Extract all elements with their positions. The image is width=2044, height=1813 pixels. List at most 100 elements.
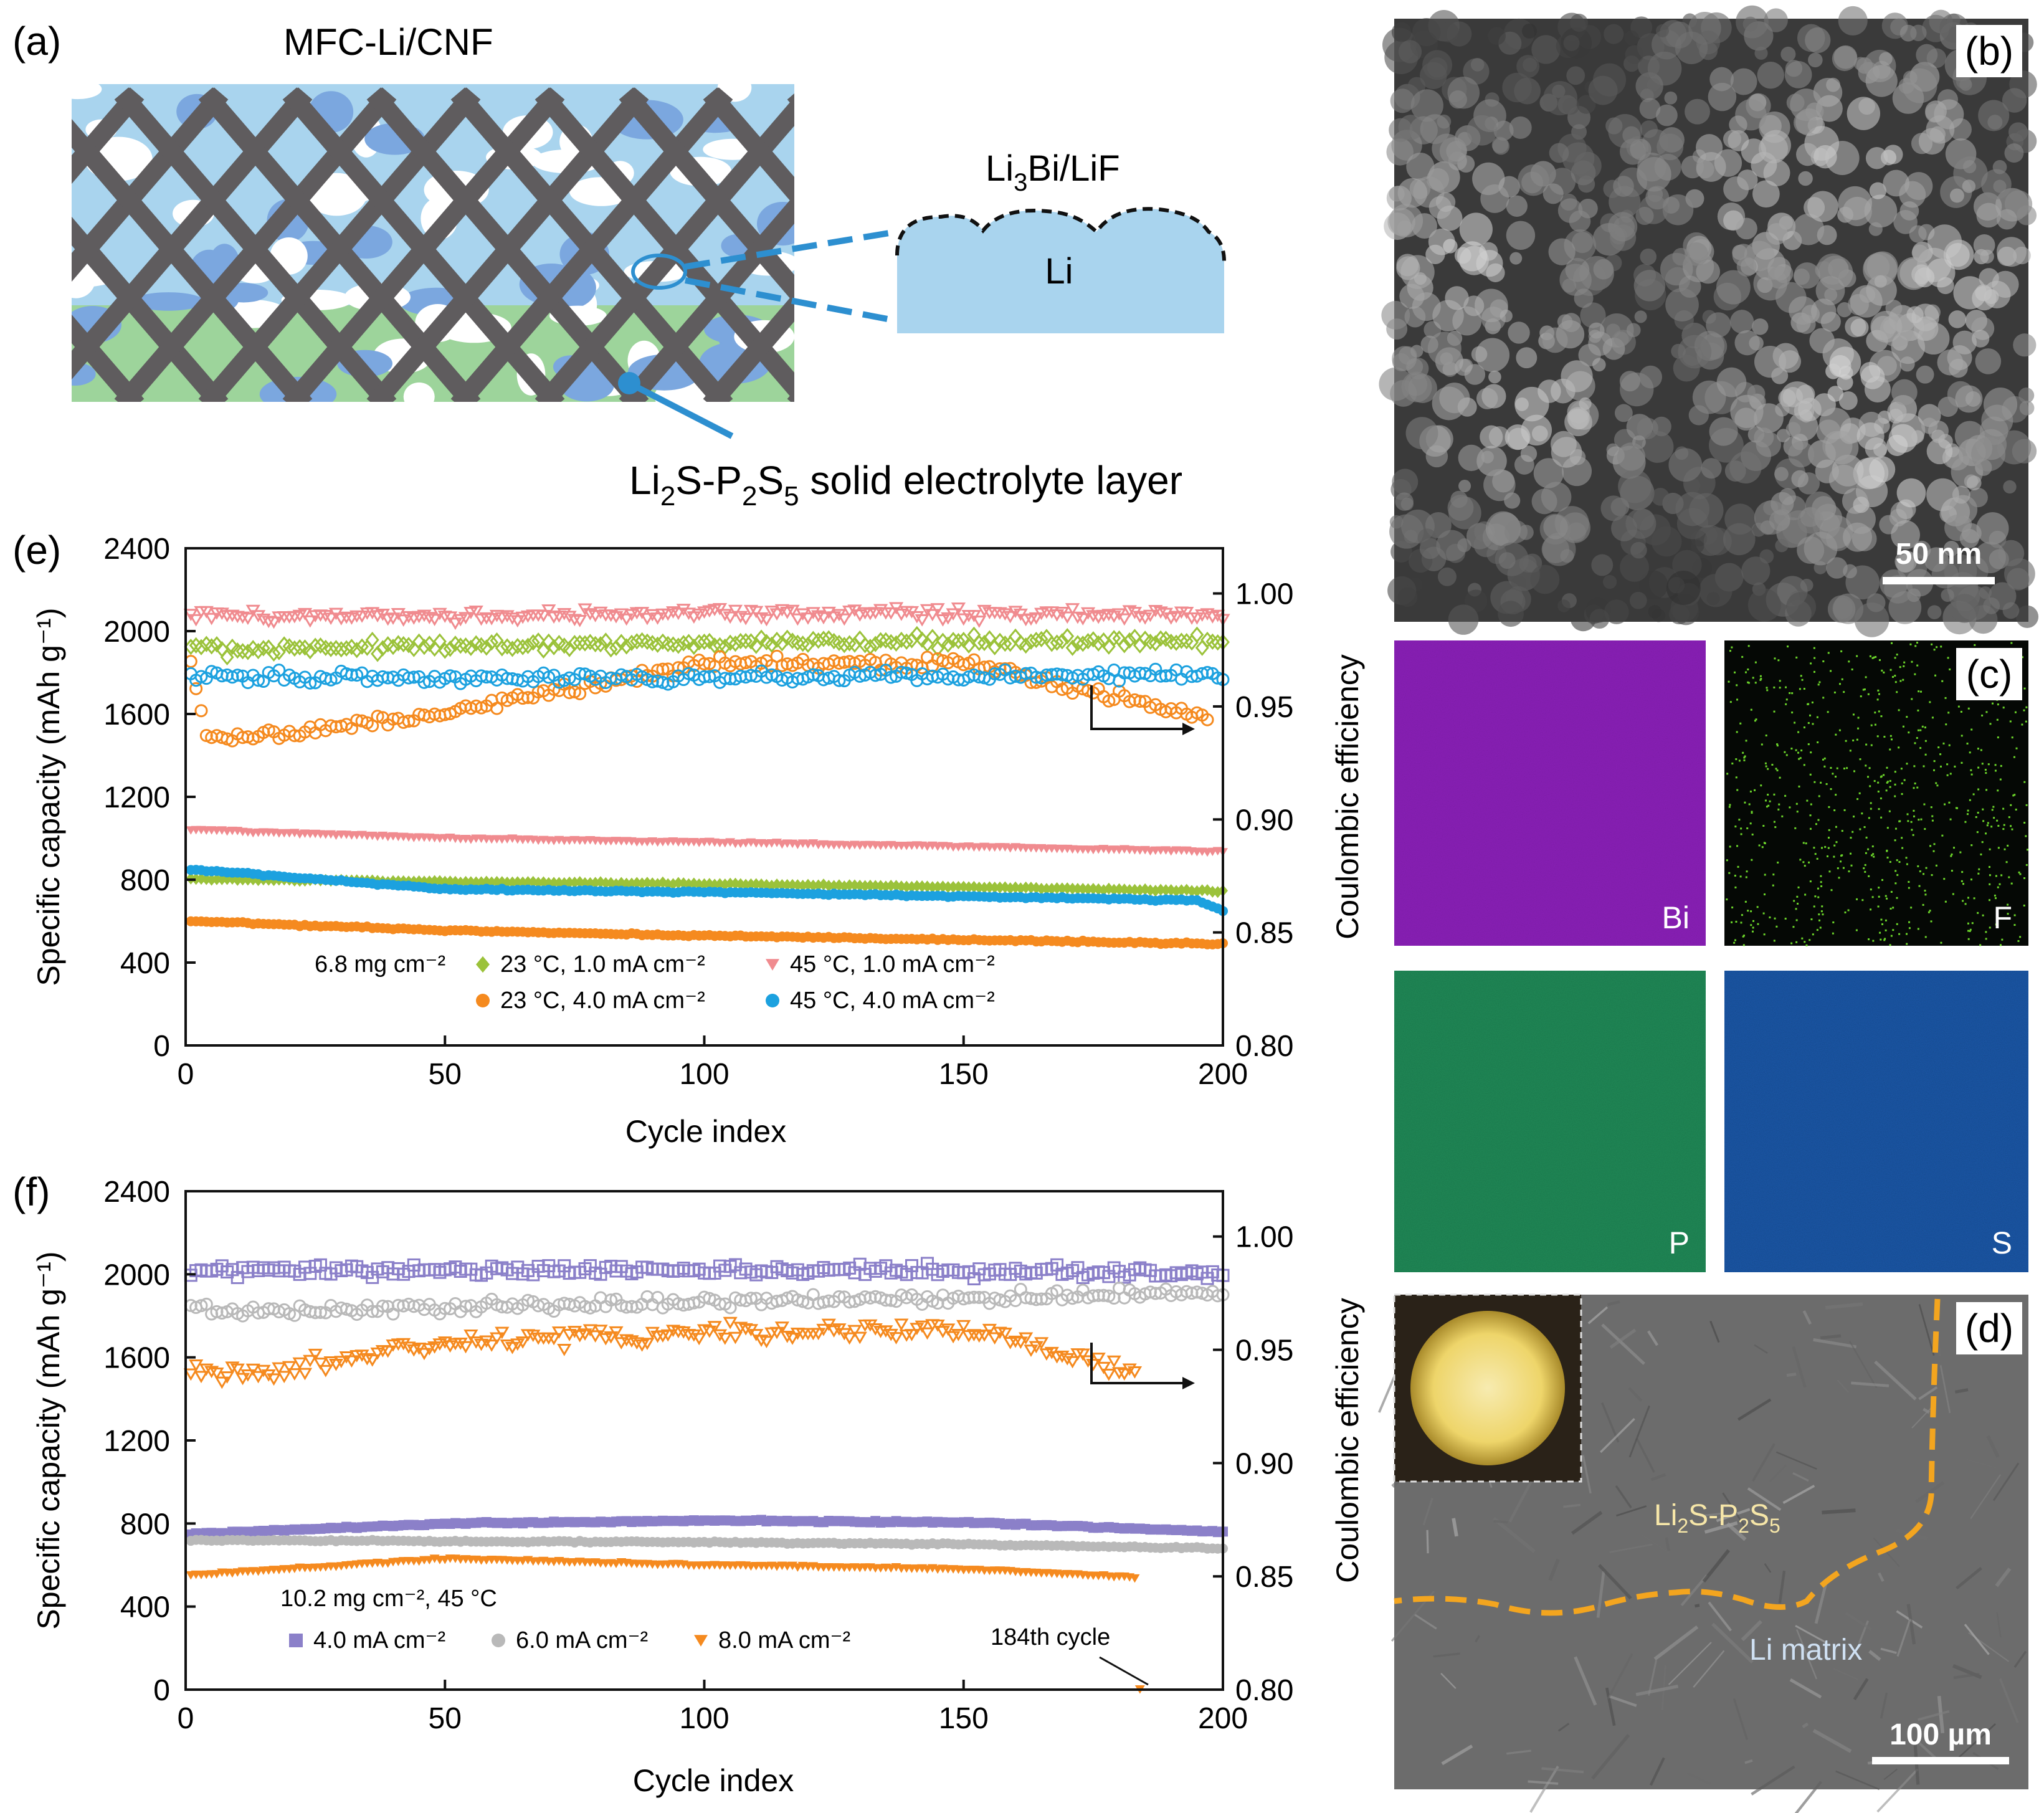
eds-f-dot	[1850, 837, 1852, 839]
tem-grain	[1614, 404, 1633, 422]
eds-f-dot	[1820, 875, 1822, 877]
capacity-point	[1093, 883, 1104, 895]
eds-f-dot	[1851, 669, 1853, 671]
tem-grain	[1521, 414, 1552, 446]
eds-f-dot	[1849, 749, 1851, 752]
eds-f-dot	[1875, 655, 1877, 658]
eds-f-dot	[1890, 907, 1892, 910]
eds-f-dot	[1797, 731, 1800, 733]
sem-striation	[2013, 1650, 2027, 1668]
ce-point	[1122, 605, 1137, 618]
tem-grain	[1533, 458, 1564, 488]
eds-f-dot	[2022, 656, 2024, 659]
sem-striation	[1813, 1338, 1856, 1349]
ce-point	[1075, 1348, 1090, 1361]
li-zoom-label: Li	[1045, 251, 1073, 292]
eds-f-dot	[1844, 911, 1847, 914]
eds-f-dot	[1731, 921, 1733, 923]
sem-striation	[1591, 1734, 1630, 1780]
eds-f-dot	[1943, 878, 1946, 880]
eds-f-dot	[1813, 781, 1816, 783]
eds-f-dot	[2005, 861, 2008, 864]
sem-striation	[1835, 1770, 1880, 1791]
eds-f-dot	[1997, 886, 1999, 888]
eds-f-dot	[1892, 929, 1894, 931]
sem-striation	[1414, 1614, 1437, 1630]
sem-striation	[1563, 1503, 1581, 1508]
eds-f-dot	[1800, 675, 1802, 677]
ce-point	[468, 605, 483, 618]
eds-f-dot	[1841, 678, 1843, 680]
eds-f-dot	[1941, 834, 1944, 837]
tem-grain	[1808, 52, 1823, 68]
x-tick-label: 0	[178, 1702, 194, 1735]
eds-f-dot	[1766, 687, 1768, 689]
eds-f-dot	[1833, 692, 1836, 694]
ce-point	[977, 604, 992, 617]
ce-point	[593, 1325, 608, 1338]
eds-f-dot	[1813, 847, 1815, 849]
ce-point	[323, 612, 338, 626]
ce-point	[1008, 606, 1023, 619]
sem-striation	[1693, 1650, 1725, 1688]
eds-f-dot	[1738, 759, 1741, 762]
tem-grain	[1566, 66, 1585, 85]
tem-grain	[1734, 330, 1760, 356]
tem-grain	[1397, 178, 1428, 208]
eds-f-dot	[1802, 861, 1805, 864]
tem-grain	[1488, 370, 1501, 384]
eds-f-dot	[1856, 655, 1858, 657]
tem-grain	[1498, 601, 1524, 627]
eds-f-dot	[2008, 906, 2011, 909]
mesh-fiber	[0, 93, 53, 405]
tem-grain	[1548, 238, 1576, 265]
eds-f-dot	[1920, 818, 1923, 821]
eds-f-dot	[1744, 801, 1746, 804]
eds-f-dot	[1995, 923, 1997, 926]
eds-f-dot	[1967, 809, 1969, 812]
eds-f-dot	[1772, 873, 1775, 876]
capacity-point	[626, 877, 637, 890]
ce-point	[376, 640, 390, 657]
tem-grain	[1604, 599, 1629, 624]
tem-grain	[1696, 160, 1714, 179]
tem-grain	[1723, 176, 1749, 202]
sem-striation	[1609, 1695, 1637, 1707]
eds-f-dot	[1754, 661, 1757, 664]
ce-point	[573, 615, 587, 627]
ce-point	[1029, 631, 1043, 649]
eds-f-dot	[1820, 781, 1822, 784]
ce-point	[531, 632, 546, 649]
eds-f-dot	[2004, 848, 2006, 850]
eds-f-dot	[1838, 877, 1840, 879]
ce-point	[551, 1326, 567, 1339]
eds-f-dot	[1919, 747, 1922, 749]
eds-f-dot	[1888, 810, 1891, 812]
eds-f-dot	[1728, 680, 1730, 683]
eds-f-dot	[1789, 806, 1791, 809]
eds-f-dot	[1835, 826, 1837, 828]
sem-striation	[1754, 1344, 1768, 1354]
tem-grain	[1956, 74, 1971, 89]
capacity-point	[808, 879, 819, 892]
tem-grain	[2018, 388, 2035, 404]
tem-grain	[1742, 16, 1758, 32]
sem-striation	[1426, 1530, 1429, 1554]
ce-point	[956, 613, 971, 626]
tem-grain	[1404, 306, 1426, 328]
eds-f-dot	[1848, 870, 1850, 873]
tem-grain	[1899, 181, 1926, 208]
ce-point	[687, 638, 701, 655]
sem-striation	[1794, 1781, 1822, 1813]
eds-f-dot	[1824, 845, 1827, 848]
photo-inset-border	[1393, 1293, 1582, 1483]
ce-point	[250, 1371, 266, 1384]
capacity-point	[725, 877, 736, 890]
tem-grain	[1975, 348, 2002, 374]
tem-grain	[1665, 288, 1699, 321]
eds-f-dot	[1745, 876, 1747, 878]
y-right-tick-label: 0.90	[1235, 1447, 1293, 1480]
eds-f-dot	[1764, 873, 1766, 876]
ce-point	[225, 1361, 240, 1374]
eds-f-dot	[1814, 853, 1817, 855]
